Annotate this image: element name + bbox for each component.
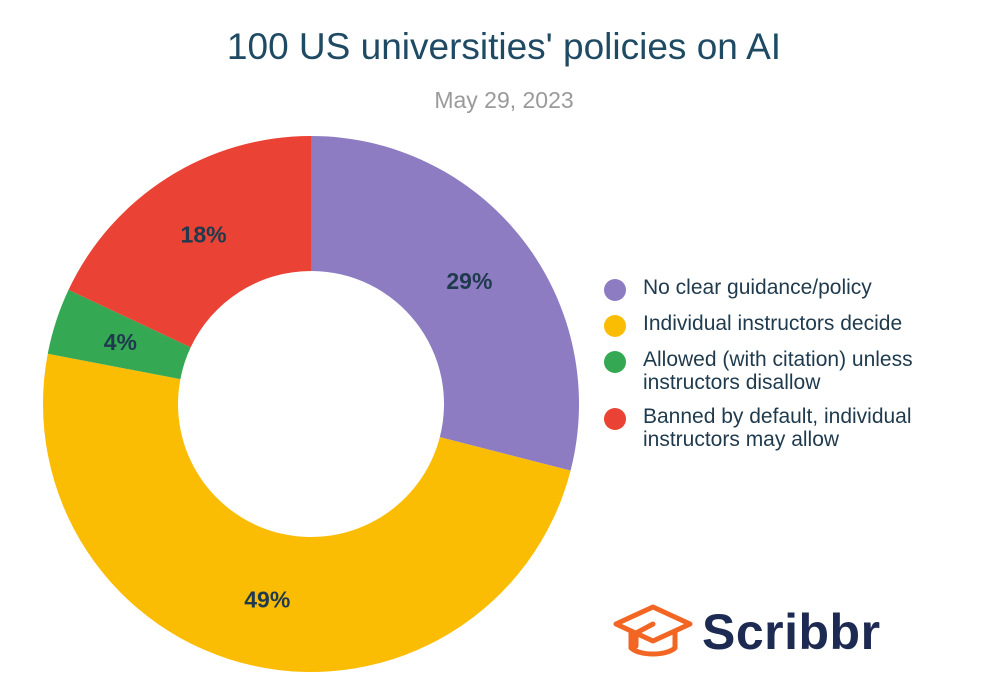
donut-slice (47, 289, 191, 380)
legend-label: Banned by default, individual instructor… (643, 405, 912, 451)
donut-slice (43, 353, 571, 672)
slice-data-label: 4% (104, 329, 137, 355)
legend-item: Banned by default, individual instructor… (604, 405, 1004, 451)
legend-item: No clear guidance/policy (604, 276, 1004, 301)
legend-label: No clear guidance/policy (643, 276, 872, 299)
slice-data-label: 18% (181, 222, 227, 248)
chart-legend: No clear guidance/policy Individual inst… (604, 276, 1004, 462)
brand-name: Scribbr (702, 604, 881, 660)
legend-item: Allowed (with citation) unless instructo… (604, 348, 1004, 394)
chart-title: 100 US universities' policies on AI (226, 26, 782, 67)
chart-subtitle: May 29, 2023 (434, 87, 574, 113)
slice-data-label: 29% (446, 268, 492, 294)
legend-swatch-icon (604, 351, 626, 373)
legend-item: Individual instructors decide (604, 312, 1004, 337)
scribbr-logo: Scribbr (612, 600, 881, 664)
legend-swatch-icon (604, 408, 626, 430)
legend-label: Allowed (with citation) unless instructo… (643, 348, 913, 394)
slice-data-label: 49% (244, 587, 290, 613)
legend-swatch-icon (604, 279, 626, 301)
legend-label: Individual instructors decide (643, 312, 903, 335)
legend-swatch-icon (604, 315, 626, 337)
donut-slice (311, 136, 579, 471)
donut-slice (68, 136, 311, 348)
graduation-cap-logo-icon (613, 604, 693, 657)
